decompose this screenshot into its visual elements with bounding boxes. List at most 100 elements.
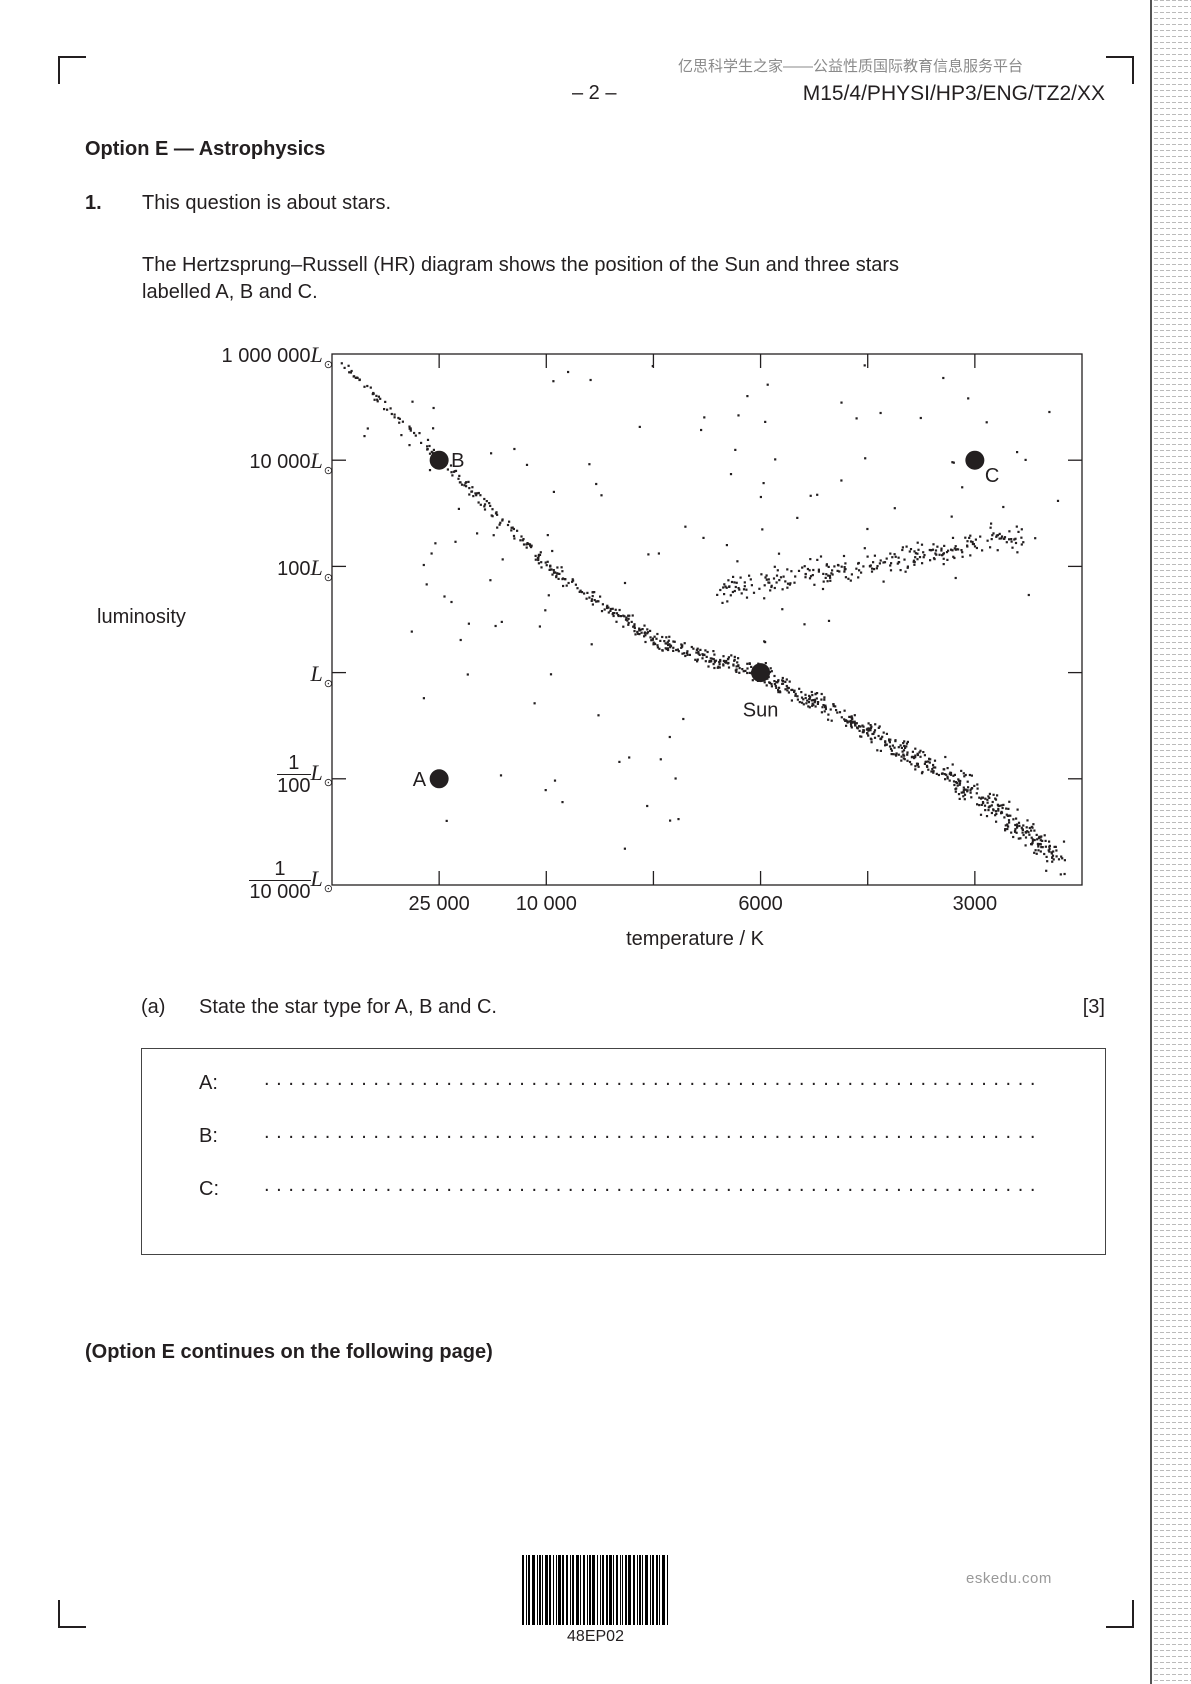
star-dot — [408, 425, 411, 428]
star-dot — [1039, 850, 1042, 853]
barcode-bar — [592, 1555, 596, 1625]
star-dot — [354, 376, 357, 379]
star-dot — [888, 741, 891, 744]
star-dot — [666, 647, 669, 650]
star-dot — [1008, 530, 1011, 533]
star-dot — [807, 701, 810, 704]
star-dot — [897, 753, 900, 756]
star-dot — [919, 416, 922, 420]
star-dot — [922, 556, 925, 559]
star-dot — [867, 727, 870, 730]
star-dot — [822, 580, 825, 583]
star-dot — [997, 809, 1000, 812]
star-dot — [633, 626, 636, 630]
star-dot — [472, 495, 475, 498]
star-dot — [866, 555, 869, 558]
star-dot — [954, 576, 957, 580]
star-dot — [498, 523, 501, 526]
star-dot — [669, 644, 673, 648]
star-dot — [512, 534, 516, 538]
star-dot — [657, 552, 660, 555]
star-dot — [946, 558, 949, 561]
star-dot — [408, 444, 411, 447]
star-dot — [991, 534, 994, 537]
star-dot — [967, 786, 970, 789]
star-dot — [589, 378, 592, 382]
star-dot — [918, 556, 922, 559]
star-dot — [725, 586, 728, 589]
star-dot — [988, 792, 991, 795]
star-dot — [656, 632, 659, 636]
star-dot — [683, 642, 686, 645]
star-dot — [713, 653, 716, 656]
star-dot — [793, 690, 796, 693]
star-dot — [906, 751, 909, 754]
answer-box[interactable] — [141, 1048, 1106, 1255]
star-dot — [349, 371, 352, 374]
star-dot — [840, 565, 843, 568]
star-dot — [786, 586, 789, 589]
star-dot — [695, 651, 698, 654]
star-dot — [951, 461, 954, 464]
star-dot — [668, 735, 671, 739]
star-dot — [1048, 847, 1051, 850]
star-dot — [821, 706, 824, 709]
star-dot — [1010, 831, 1013, 834]
star-dot — [600, 610, 604, 613]
crop-mark-top-left — [58, 56, 86, 84]
star-dot — [942, 553, 945, 556]
star-dot — [675, 648, 678, 652]
star-dot — [1055, 849, 1058, 852]
star-dot — [432, 406, 435, 410]
star-dot — [817, 701, 820, 704]
star-dot — [876, 749, 879, 752]
star-dot — [817, 568, 820, 571]
star-dot — [1022, 541, 1025, 544]
star-dot — [854, 722, 857, 725]
star-dot — [986, 539, 989, 542]
star-dot — [825, 563, 828, 566]
y-tick-label-1e6: 1 000 000L⊙ — [221, 342, 333, 371]
star-dot — [1056, 499, 1060, 502]
star-dot — [665, 648, 668, 651]
star-dot — [1050, 852, 1053, 855]
star-dot — [889, 738, 892, 741]
star-dot — [597, 714, 600, 717]
star-dot — [485, 500, 488, 503]
star-dot — [709, 657, 712, 660]
star-dot — [599, 595, 602, 598]
answer-line-c[interactable]: ........................................… — [264, 1174, 1043, 1196]
star-dot — [832, 703, 835, 706]
star-dot — [811, 694, 814, 697]
answer-line-b[interactable]: ........................................… — [264, 1121, 1043, 1143]
star-dot — [1062, 840, 1066, 843]
star-dot — [970, 796, 973, 799]
star-dot — [870, 570, 874, 573]
star-dot — [468, 493, 471, 496]
star-dot — [930, 770, 933, 773]
star-dot — [746, 395, 749, 398]
star-dot — [1061, 857, 1064, 860]
star-dot — [600, 494, 603, 497]
answer-line-a[interactable]: ........................................… — [264, 1068, 1043, 1090]
star-dot — [957, 548, 960, 551]
star-dot — [428, 469, 432, 472]
star-dot — [1041, 846, 1044, 849]
star-dot — [729, 594, 732, 597]
star-dot — [833, 565, 836, 568]
star-dot — [612, 614, 615, 618]
star-dot — [862, 729, 865, 732]
star-dot — [1032, 823, 1035, 826]
star-label-a: A — [413, 769, 427, 791]
star-dot — [889, 569, 893, 572]
star-dot — [858, 729, 861, 732]
star-dot — [889, 552, 892, 555]
star-dot — [495, 511, 498, 514]
star-dot — [609, 609, 612, 612]
star-dot — [769, 667, 772, 670]
star-dot — [790, 570, 793, 573]
star-dot — [1021, 828, 1024, 831]
star-dot — [743, 581, 746, 584]
star-dot — [633, 623, 636, 626]
star-dot — [1048, 844, 1051, 847]
